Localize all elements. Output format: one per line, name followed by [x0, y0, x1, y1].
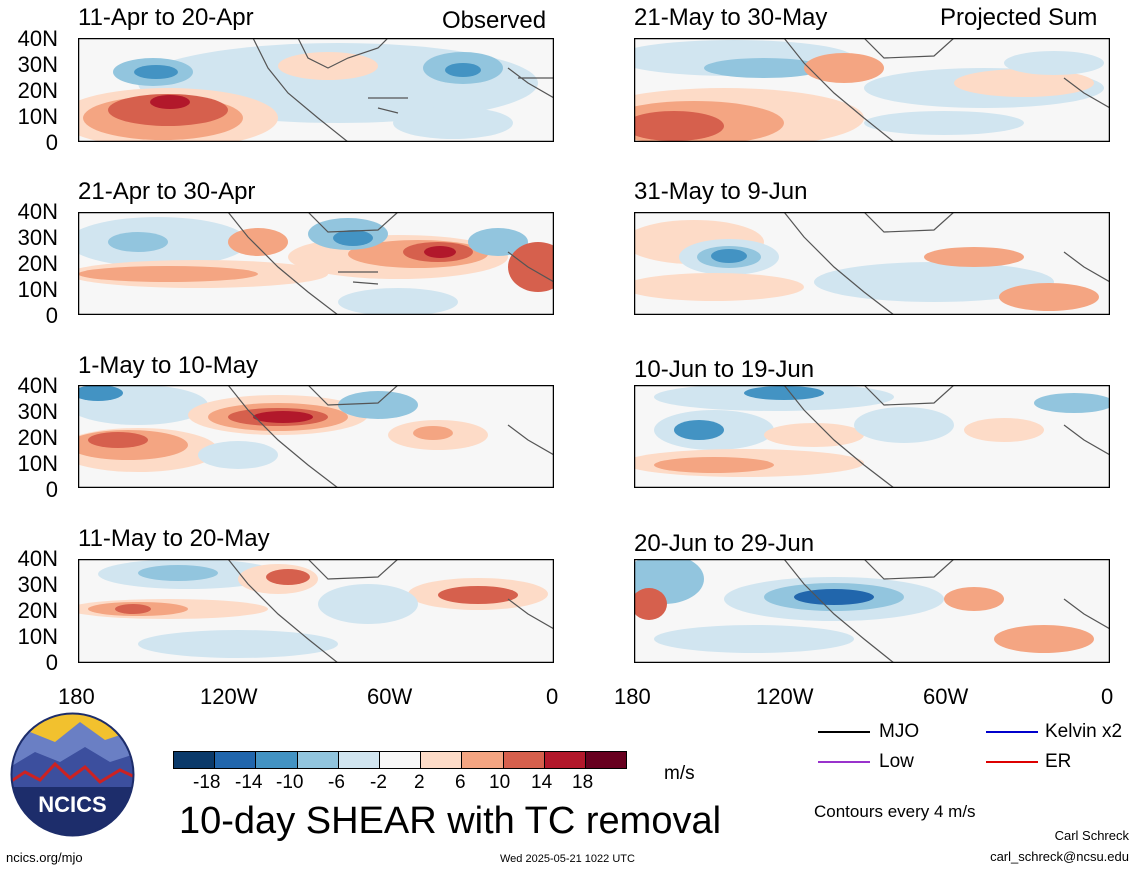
y-tick: 0 [45, 130, 58, 155]
panel-1-tag: Observed [442, 7, 547, 34]
shear-map-panel-8 [634, 559, 1110, 663]
y-tick: 30N [17, 52, 58, 77]
panel-2-period: 21-Apr to 30-Apr [78, 178, 256, 205]
legend-label-er: ER [1045, 751, 1072, 772]
y-tick: 0 [45, 477, 58, 502]
colorbar-label: 18 [572, 772, 594, 793]
panel-3-period: 1-May to 10-May [78, 352, 259, 379]
shear-map-panel-3 [78, 385, 554, 488]
shear-map-panel-2 [78, 212, 554, 315]
panel-7-period: 10-Jun to 19-Jun [634, 356, 815, 383]
panel-5-period: 21-May to 30-May [634, 4, 828, 31]
panel-8-period: 20-Jun to 29-Jun [634, 530, 815, 557]
shear-map-panel-7 [634, 385, 1110, 488]
colorbar-swatch [337, 752, 379, 768]
footer-timestamp: Wed 2025-05-21 1022 UTC [500, 853, 635, 865]
colorbar-swatch [296, 752, 338, 768]
x-tick: 120W [200, 684, 258, 709]
legend-line-kelvin [986, 731, 1038, 733]
colorbar-label: 2 [414, 772, 425, 793]
x-tick: 180 [614, 684, 651, 709]
colorbar-label: -14 [235, 772, 263, 793]
colorbar-label: -6 [328, 772, 345, 793]
x-tick: 60W [923, 684, 969, 709]
legend-label-mjo: MJO [879, 721, 920, 742]
y-tick: 40N [17, 26, 58, 51]
y-tick: 0 [45, 303, 58, 328]
legend-line-low [818, 761, 870, 763]
shear-map-panel-1 [78, 38, 554, 142]
y-tick: 20N [17, 425, 58, 450]
legend-line-er [986, 761, 1038, 763]
panel-1-period: 11-Apr to 20-Apr [78, 4, 254, 31]
y-tick: 20N [17, 78, 58, 103]
y-tick: 40N [17, 199, 58, 224]
x-tick: 120W [756, 684, 814, 709]
footer-author: Carl Schreck [1054, 828, 1129, 843]
colorbar-swatch [214, 752, 256, 768]
y-tick: 10N [17, 104, 58, 129]
y-tick: 0 [45, 650, 58, 675]
colorbar [173, 751, 627, 769]
x-tick: 180 [58, 684, 95, 709]
logo-text: NCICS [38, 792, 106, 817]
y-tick: 10N [17, 624, 58, 649]
y-tick: 20N [17, 251, 58, 276]
x-tick: 60W [367, 684, 413, 709]
x-tick: 0 [1101, 684, 1114, 709]
y-tick: 30N [17, 225, 58, 250]
colorbar-label: 14 [531, 772, 553, 793]
shear-map-panel-6 [634, 212, 1110, 315]
colorbar-unit: m/s [664, 763, 695, 784]
contour-note: Contours every 4 m/s [814, 802, 976, 821]
y-tick: 40N [17, 373, 58, 398]
colorbar-label: 6 [455, 772, 466, 793]
colorbar-swatch [502, 752, 544, 768]
footer-url: ncics.org/mjo [6, 850, 83, 865]
colorbar-label: -10 [276, 772, 304, 793]
colorbar-swatch [378, 752, 421, 768]
y-tick: 40N [17, 546, 58, 571]
x-tick: 0 [546, 684, 559, 709]
colorbar-swatch [584, 752, 627, 768]
y-tick: 20N [17, 598, 58, 623]
colorbar-swatch [255, 752, 297, 768]
panel-5-tag: Projected Sum [940, 4, 1098, 31]
legend-line-mjo [818, 731, 870, 733]
y-tick: 10N [17, 277, 58, 302]
shear-map-panel-4 [78, 559, 554, 663]
colorbar-swatch [174, 752, 215, 768]
y-tick: 30N [17, 399, 58, 424]
y-tick: 30N [17, 572, 58, 597]
panel-4-period: 11-May to 20-May [78, 525, 270, 552]
colorbar-label: -2 [370, 772, 387, 793]
footer-email: carl_schreck@ncsu.edu [990, 849, 1129, 864]
legend-label-kelvin: Kelvin x2 [1045, 721, 1123, 742]
legend-label-low: Low [879, 751, 914, 772]
colorbar-label: -18 [193, 772, 221, 793]
shear-map-panel-5 [634, 38, 1110, 142]
panel-6-period: 31-May to 9-Jun [634, 178, 808, 205]
y-tick: 10N [17, 451, 58, 476]
colorbar-label: 10 [489, 772, 511, 793]
colorbar-swatch [543, 752, 585, 768]
ncics-logo: NCICS [10, 712, 135, 837]
figure-title: 10-day SHEAR with TC removal [179, 800, 722, 842]
colorbar-swatch [420, 752, 462, 768]
colorbar-swatch [461, 752, 503, 768]
